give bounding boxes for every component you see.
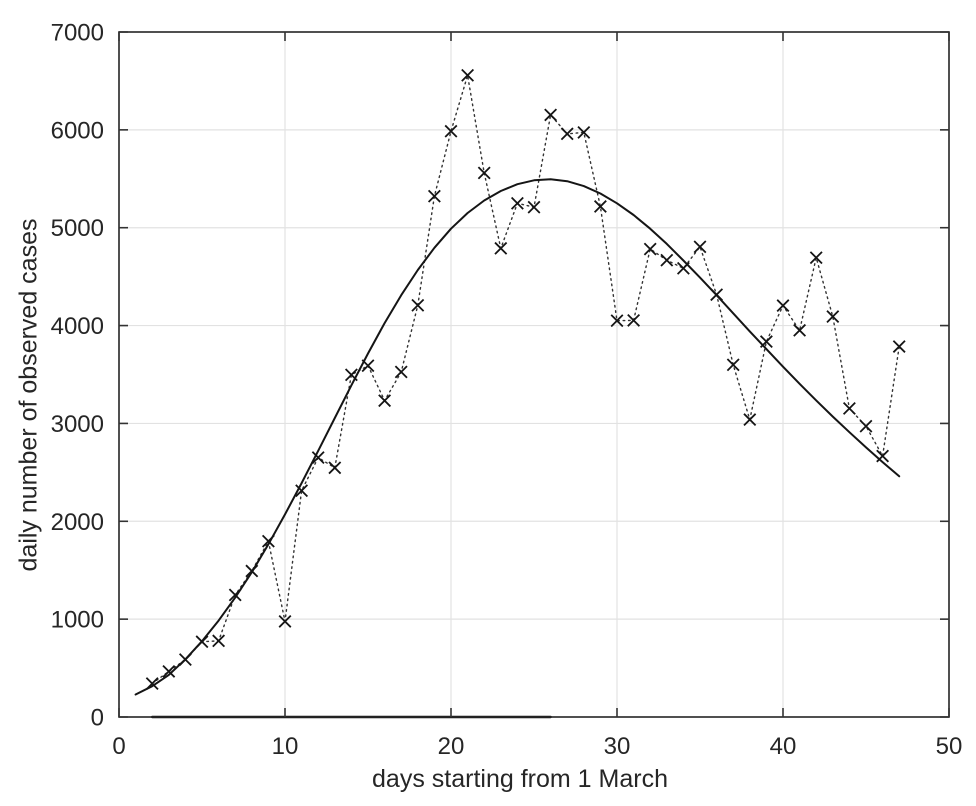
data-marker-x (593, 200, 607, 213)
data-marker-x (494, 241, 508, 255)
data-marker-x (212, 634, 226, 648)
axes-box (118, 31, 950, 718)
data-marker-x (627, 313, 641, 327)
series-line-2 (134, 178, 901, 696)
data-marker-x (726, 358, 740, 372)
data-marker-x (411, 298, 425, 312)
data-marker-x (859, 419, 873, 433)
data-marker-x (693, 240, 707, 254)
y-tick-label: 6000 (51, 117, 104, 144)
x-axis-label: days starting from 1 March (372, 765, 668, 793)
data-marker-x (461, 68, 475, 82)
data-marker-x (660, 253, 674, 267)
data-marker-x (577, 125, 591, 139)
x-tick-label: 50 (936, 733, 963, 760)
y-tick-label: 4000 (51, 313, 104, 340)
data-marker-x (378, 394, 392, 408)
data-marker-x (527, 200, 541, 214)
data-marker-x (776, 299, 790, 313)
data-marker-x (809, 251, 823, 265)
data-marker-x (743, 413, 757, 427)
data-marker-x (643, 242, 657, 256)
data-marker-x (826, 310, 840, 324)
y-tick-label: 3000 (51, 411, 104, 438)
data-marker-x (842, 402, 856, 415)
data-marker-x (328, 461, 342, 475)
data-marker-x (444, 124, 458, 138)
x-tick-label: 20 (438, 733, 465, 760)
y-tick-label: 7000 (51, 20, 104, 47)
data-marker-x (477, 166, 491, 180)
data-marker-x (510, 196, 524, 210)
data-marker-x (793, 323, 807, 337)
y-tick-label: 0 (91, 705, 104, 732)
data-marker-x (427, 189, 441, 203)
data-marker-x (394, 365, 408, 379)
data-marker-x (560, 127, 574, 141)
y-tick-label: 1000 (51, 607, 104, 634)
y-tick-label: 2000 (51, 509, 104, 536)
y-tick-label: 5000 (51, 215, 104, 242)
data-marker-x (278, 614, 292, 628)
x-tick-label: 0 (112, 733, 125, 760)
data-marker-x (295, 484, 309, 498)
data-marker-x (311, 451, 325, 465)
x-tick-label: 10 (272, 733, 299, 760)
y-axis-label: daily number of observed cases (14, 218, 43, 572)
data-marker-x (544, 108, 558, 122)
x-tick-label: 40 (770, 733, 797, 760)
data-marker-x (162, 664, 176, 678)
x-tick-label: 30 (604, 733, 631, 760)
data-marker-x (892, 340, 906, 353)
data-marker-x (610, 314, 624, 328)
